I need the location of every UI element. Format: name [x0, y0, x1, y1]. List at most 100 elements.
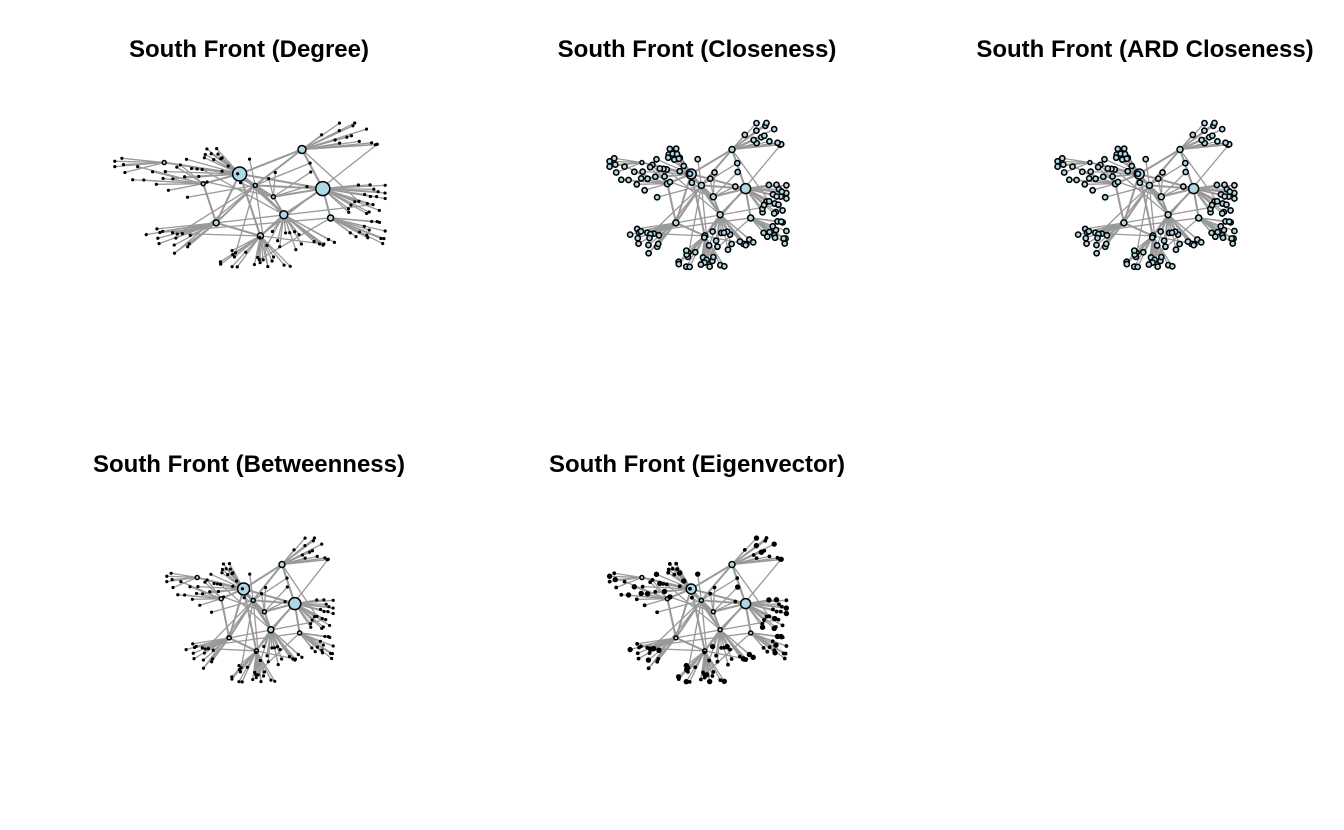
network-edge [640, 637, 677, 647]
leaf-node [1089, 186, 1097, 194]
hub-node [288, 596, 302, 611]
leaf-node [176, 593, 180, 597]
leaf-node [765, 649, 770, 654]
leaf-node [271, 255, 276, 259]
leaf-node [1104, 165, 1112, 172]
network-edge [322, 187, 379, 193]
leaf-node [1219, 234, 1227, 242]
network-edge [1148, 148, 1181, 186]
network-edge [1062, 157, 1090, 164]
network-edge [615, 161, 643, 174]
network-edge [1148, 185, 1159, 267]
leaf-node [259, 679, 263, 684]
network-edge [203, 599, 254, 669]
leaf-node [269, 678, 273, 682]
leaf-node [764, 536, 769, 540]
leaf-node [192, 657, 196, 661]
network-edge [255, 650, 276, 682]
leaf-node [232, 255, 237, 259]
leaf-node [760, 621, 765, 626]
network-edge [206, 181, 274, 198]
leaf-node [276, 663, 280, 667]
leaf-node [722, 645, 726, 650]
network-edge [666, 598, 677, 639]
leaf-node [752, 127, 760, 135]
leaf-node [736, 238, 744, 246]
leaf-node [617, 176, 625, 184]
network-edge [713, 185, 736, 198]
network-edge [199, 598, 222, 606]
leaf-node [315, 598, 319, 602]
leaf-node [375, 142, 379, 146]
leaf-node [1120, 145, 1128, 153]
network-edge [263, 587, 267, 612]
leaf-node [770, 639, 775, 644]
network-edge [712, 587, 716, 612]
network-edge [176, 166, 204, 185]
leaf-node [296, 652, 300, 657]
network-edge [273, 185, 308, 198]
leaf-node [310, 646, 314, 650]
leaf-node [1058, 154, 1066, 162]
leaf-node [327, 623, 332, 628]
leaf-node [734, 584, 741, 590]
leaf-node [131, 178, 135, 182]
leaf-node [666, 178, 674, 186]
leaf-node [774, 609, 779, 614]
leaf-node [331, 644, 335, 648]
hub-node [746, 214, 755, 222]
leaf-node [1142, 155, 1150, 163]
leaf-node [239, 181, 243, 185]
leaf-node [645, 241, 652, 249]
network-edge [192, 598, 222, 600]
leaf-node [267, 177, 271, 181]
leaf-node [710, 674, 715, 678]
leaf-node [733, 159, 741, 167]
leaf-node [653, 571, 660, 578]
hub-node [1145, 181, 1154, 190]
leaf-node [712, 237, 720, 245]
leaf-node [200, 167, 204, 172]
leaf-node [184, 157, 189, 161]
leaf-node [345, 135, 349, 139]
leaf-node [235, 265, 239, 269]
leaf-node [184, 648, 188, 652]
leaf-node [368, 194, 372, 199]
leaf-node [326, 237, 331, 242]
leaf-node [266, 264, 270, 269]
leaf-node [324, 618, 328, 622]
network-edge [243, 563, 283, 590]
leaf-node [172, 251, 177, 255]
leaf-node [1159, 169, 1166, 176]
leaf-node [771, 625, 777, 632]
leaf-node [763, 233, 771, 241]
leaf-node [634, 234, 642, 242]
leaf-node [733, 599, 738, 604]
leaf-node [202, 156, 207, 160]
network-edge [712, 171, 739, 198]
leaf-node [1211, 119, 1218, 127]
network-edge [175, 222, 217, 239]
network-edge [301, 142, 372, 151]
leaf-node [645, 657, 652, 663]
leaf-node [303, 544, 307, 548]
leaf-node [178, 163, 182, 167]
leaf-node [165, 579, 169, 584]
leaf-node [742, 547, 747, 552]
network-edge [174, 184, 256, 254]
network-edge [301, 130, 340, 151]
network-edge [270, 629, 303, 658]
network-edge [750, 632, 770, 648]
leaf-node [714, 243, 721, 251]
network-edge [712, 586, 739, 613]
leaf-node [201, 658, 205, 662]
network-edge [697, 574, 703, 601]
network-edge [669, 596, 714, 613]
leaf-node [230, 677, 234, 681]
leaf-node [773, 597, 780, 603]
leaf-node [275, 645, 280, 649]
leaf-node [299, 242, 303, 246]
network-edge [1063, 161, 1091, 174]
leaf-node [309, 170, 313, 174]
leaf-node [169, 571, 173, 575]
